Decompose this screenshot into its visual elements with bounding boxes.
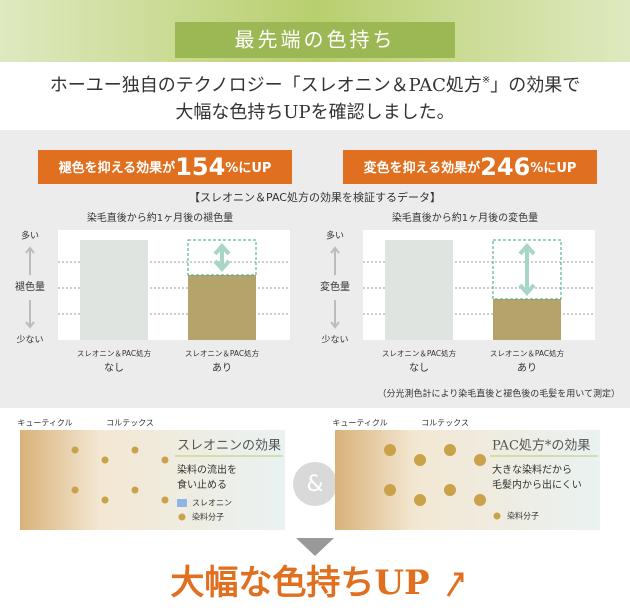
dye-molecule (101, 456, 109, 464)
down-arrow (296, 538, 334, 556)
dye-molecule (384, 484, 396, 496)
amp-circle (293, 462, 337, 506)
dye-molecule (161, 456, 169, 464)
badge (38, 150, 292, 184)
x-label: あり (212, 362, 232, 374)
chart-title: 染毛直後から約1ヶ月後の変色量 (392, 211, 538, 224)
y-top: 多い (326, 230, 344, 242)
y-label: 褪色量 (15, 280, 45, 293)
title: 最先端の色持ち (235, 28, 396, 52)
badge (343, 150, 597, 184)
banner-band (175, 22, 455, 58)
legend-swatch (493, 512, 501, 520)
x-label-small: スレオニン＆PAC処方 (490, 348, 565, 358)
bar (385, 240, 453, 340)
legend-swatch (177, 499, 187, 507)
badge-text: 変色を抑える効果が246%にUP (364, 153, 577, 181)
bar (188, 275, 256, 340)
effect-text: 毛髪内から出にくい (492, 478, 582, 491)
hair-label: コルテックス (421, 419, 469, 428)
badge-post: %にUP (225, 161, 271, 176)
reference-box (187, 239, 257, 276)
y-arrow (330, 246, 340, 329)
bar (493, 299, 561, 340)
badge-pre: 褪色を抑える効果が (59, 160, 176, 176)
legend-label: 染料分子 (507, 511, 539, 521)
dye-molecule (444, 484, 456, 496)
badge-post: %にUP (530, 161, 576, 176)
badge-text: 褪色を抑える効果が154%にUP (59, 153, 272, 181)
amp: & (306, 472, 323, 497)
hair-label: キューティクル (17, 419, 72, 428)
x-label-small: スレオニン＆PAC処方 (77, 348, 152, 358)
x-label-small: スレオニン＆PAC処方 (185, 348, 260, 358)
legend-label: スレオニン (192, 499, 232, 508)
dye-molecule (414, 494, 426, 506)
dye-molecule (474, 454, 486, 466)
reference-box (492, 239, 562, 300)
effect-text: 食い止める (177, 478, 227, 491)
y-arrow (25, 246, 35, 329)
x-label-small: スレオニン＆PAC処方 (382, 348, 457, 358)
up-arrow-icon (446, 572, 464, 597)
subtitle: ホーユー独自のテクノロジー「スレオニン＆PAC処方※」の効果で (50, 75, 581, 97)
effect-text: 染料の流出を (177, 463, 237, 476)
dye-molecule (414, 454, 426, 466)
conclusion: 大幅な色持ちUP (170, 563, 429, 603)
dye-molecule (474, 494, 486, 506)
dye-molecule (131, 486, 139, 494)
dye-molecule (444, 444, 456, 456)
dye-molecule (101, 496, 109, 504)
bar (80, 240, 148, 340)
diff-arrow (213, 242, 231, 273)
subtitle: 大幅な色持ちUPを確認しました。 (175, 102, 454, 123)
note: （分光測色計により染毛直後と褪色後の毛髪を用いて測定） (377, 388, 620, 400)
data-title: 【スレオニン＆PAC処方の効果を検証するデータ】 (189, 190, 441, 204)
y-top: 多い (21, 230, 39, 242)
y-label: 変色量 (320, 280, 350, 293)
dye-molecule (131, 446, 139, 454)
hair-label: キューティクル (332, 419, 387, 428)
x-label: なし (104, 362, 124, 374)
dye-molecule (384, 444, 396, 456)
effect-heading: PAC処方*の効果 (492, 438, 590, 454)
hair-illustration (20, 430, 285, 530)
hair-label: コルテックス (106, 419, 154, 428)
y-bottom: 少ない (321, 335, 348, 346)
effect-text: 大きな染料だから (492, 463, 572, 476)
badge-num: 154 (175, 153, 225, 181)
diff-arrow (518, 242, 536, 297)
legend-label: 染料分子 (192, 512, 224, 522)
dye-molecule (71, 486, 79, 494)
effect-heading: スレオニンの効果 (177, 439, 281, 454)
legend-swatch (178, 513, 186, 521)
x-label: あり (517, 362, 537, 374)
chart-title: 染毛直後から約1ヶ月後の褪色量 (87, 211, 233, 224)
dye-molecule (71, 446, 79, 454)
badge-pre: 変色を抑える効果が (364, 160, 481, 176)
x-label: なし (409, 362, 429, 374)
dye-molecule (161, 496, 169, 504)
badge-num: 246 (480, 153, 530, 181)
y-bottom: 少ない (16, 335, 43, 346)
hair-illustration (335, 430, 600, 530)
